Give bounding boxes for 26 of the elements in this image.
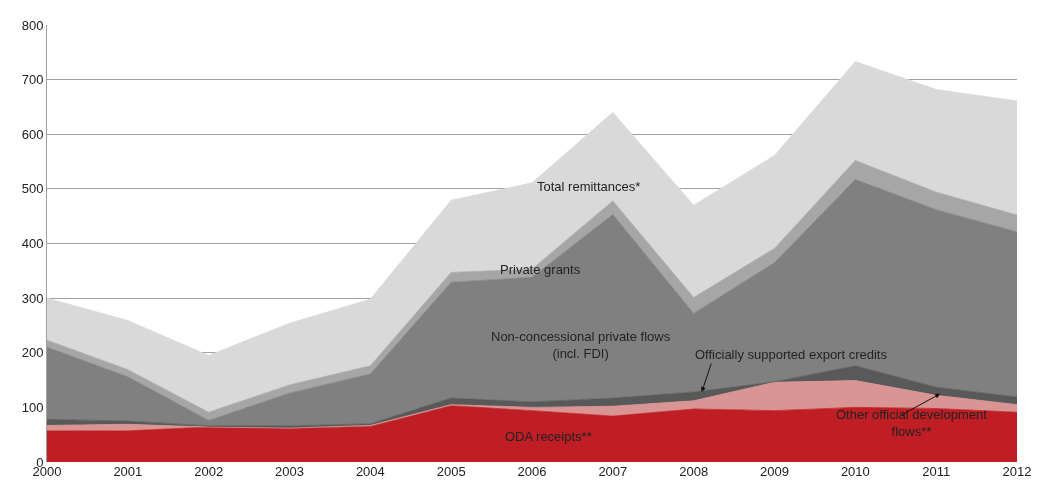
x-tick-label: 2012 [1002,464,1032,479]
y-tick-label: 300 [21,290,44,306]
series-label: Total remittances* [537,179,641,194]
series-label: Private grants [500,262,581,277]
y-tick-label: 400 [21,236,44,252]
x-tick-label: 2002 [194,464,224,479]
x-tick-label: 2010 [840,464,870,479]
series-label: Other official development flows** [836,407,988,439]
series-label: Officially supported export credits [695,347,888,362]
x-tick-label: 2009 [760,464,789,479]
y-tick-label: 200 [21,345,44,361]
x-tick-label: 2008 [679,464,709,479]
x-tick-label: 2001 [113,464,143,479]
y-tick-label: 100 [21,399,44,415]
series-label: Non-concessional private flows (incl. FDI) [491,329,671,361]
y-tick-label: 800 [21,17,44,33]
series-label: ODA receipts** [505,429,592,444]
x-tick-label: 2007 [598,464,628,479]
x-tick-label: 2006 [517,464,547,479]
x-tick-label: 2003 [275,464,304,479]
y-tick-label: 500 [21,181,44,197]
y-tick-label: 700 [21,72,44,88]
x-tick-label: 2005 [436,464,466,479]
x-tick-label: 2004 [355,464,385,479]
x-tick-label: 2011 [922,464,951,479]
y-tick-label: 600 [21,126,44,142]
